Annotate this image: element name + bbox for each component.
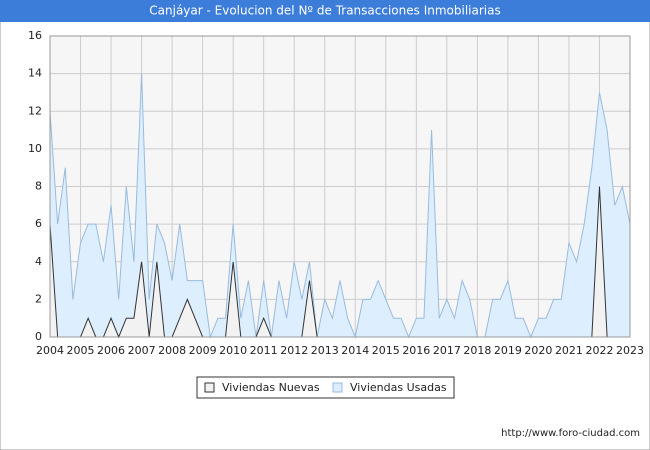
- chart-title: Canjáyar - Evolucion del Nº de Transacci…: [149, 4, 500, 18]
- legend: [196, 376, 455, 399]
- y-tick-label: 8: [35, 180, 42, 193]
- x-tick-label: 2014: [341, 344, 369, 357]
- y-tick-label: 6: [35, 217, 42, 230]
- x-tick-label: 2020: [524, 344, 552, 357]
- x-tick-label: 2019: [494, 344, 522, 357]
- x-tick-label: 2012: [280, 344, 308, 357]
- legend-swatch: [332, 382, 343, 393]
- y-tick-label: 0: [35, 330, 42, 343]
- legend-swatch: [204, 382, 215, 393]
- x-tick-label: 2016: [402, 344, 430, 357]
- x-tick-label: 2010: [219, 344, 247, 357]
- legend-label: Viviendas Nuevas: [222, 381, 320, 394]
- x-tick-label: 2005: [67, 344, 95, 357]
- x-tick-label: 2004: [36, 344, 64, 357]
- y-tick-label: 14: [28, 67, 42, 80]
- x-tick-label: 2022: [585, 344, 613, 357]
- x-tick-label: 2011: [250, 344, 278, 357]
- x-tick-label: 2006: [97, 344, 125, 357]
- plot-area: [49, 35, 631, 338]
- y-tick-label: 16: [28, 29, 42, 42]
- x-tick-label: 2021: [555, 344, 583, 357]
- y-tick-label: 12: [28, 104, 42, 117]
- x-tick-label: 2015: [372, 344, 400, 357]
- x-tick-label: 2018: [463, 344, 491, 357]
- x-tick-label: 2008: [158, 344, 186, 357]
- x-tick-label: 2013: [311, 344, 339, 357]
- y-tick-label: 10: [28, 142, 42, 155]
- y-tick-label: 4: [35, 255, 42, 268]
- footer: http://www.foro-ciudad.com: [501, 428, 640, 439]
- y-tick-label: 2: [35, 292, 42, 305]
- x-tick-label: 2017: [433, 344, 461, 357]
- x-tick-label: 2007: [128, 344, 156, 357]
- x-tick-label: 2009: [189, 344, 217, 357]
- legend-label: Viviendas Usadas: [350, 381, 447, 394]
- x-tick-label: 2023: [616, 344, 644, 357]
- legend-box: [196, 376, 455, 399]
- area: [49, 73, 631, 339]
- title-bar: [0, 0, 650, 22]
